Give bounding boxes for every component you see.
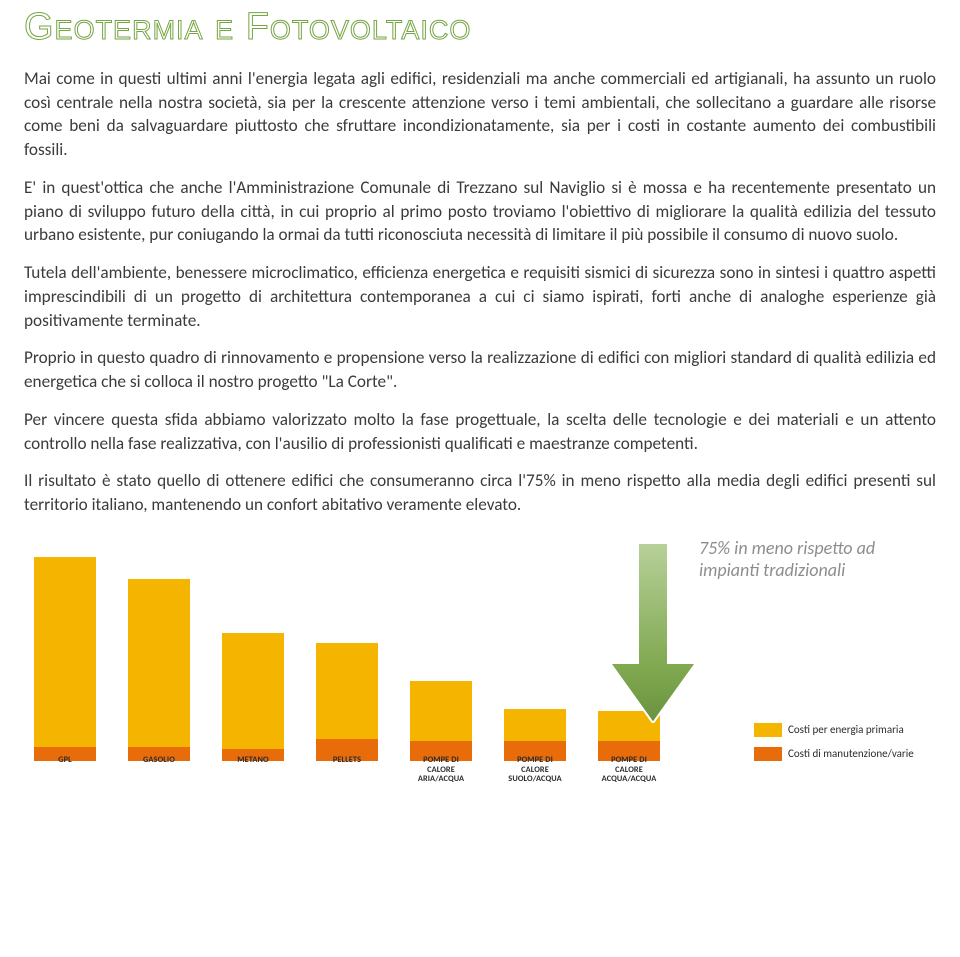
xlabel-5: POMPE DI CALORESUOLO/ACQUA [504,756,566,785]
bar-0 [34,557,96,761]
bar-5 [504,709,566,761]
paragraph-2: E' in quest'ottica che anche l'Amministr… [24,176,936,247]
paragraph-4: Proprio in questo quadro di rinnovamento… [24,346,936,393]
bar-primary-segment [34,557,96,747]
legend-primary: Costi per energia primaria [754,723,934,737]
xlabel-4: POMPE DI CALOREARIA/ACQUA [410,756,472,785]
page-title: Geotermia e Fotovoltaico [24,6,936,49]
paragraph-6: Il risultato è stato quello di ottenere … [24,469,936,516]
bar-2 [222,633,284,761]
bar-primary-segment [410,681,472,741]
xlabel-1: GASOLIO [128,756,190,785]
xlabel-3: PELLETS [316,756,378,785]
bar-4 [410,681,472,761]
legend-maintenance-label: Costi di manutenzione/varie [788,747,914,760]
chart-bars [24,541,694,761]
paragraph-5: Per vincere questa sfida abbiamo valoriz… [24,408,936,455]
legend-primary-label: Costi per energia primaria [788,723,904,736]
bar-1 [128,579,190,761]
swatch-primary [754,723,782,737]
xlabel-2: METANO [222,756,284,785]
legend-maintenance: Costi di manutenzione/varie [754,747,934,761]
bar-primary-segment [128,579,190,747]
bar-3 [316,643,378,761]
swatch-maintenance [754,747,782,761]
paragraph-3: Tutela dell'ambiente, benessere microcli… [24,261,936,332]
chart-legend: Costi per energia primaria Costi di manu… [754,713,934,761]
xlabel-6: POMPE DI CALOREACQUA/ACQUA [598,756,660,785]
chart-xlabels: GPL GASOLIO METANO PELLETS POMPE DI CALOREAR… [24,756,694,785]
bar-primary-segment [598,711,660,741]
bar-6 [598,711,660,761]
paragraph-1: Mai come in questi ultimi anni l'energia… [24,67,936,162]
bar-primary-segment [504,709,566,741]
bar-primary-segment [222,633,284,749]
xlabel-0: GPL [34,756,96,785]
bar-primary-segment [316,643,378,739]
chart-annotation: 75% in meno rispetto ad impianti tradizi… [699,537,934,582]
cost-chart: GPL GASOLIO METANO PELLETS POMPE DI CALOREAR… [24,531,934,791]
